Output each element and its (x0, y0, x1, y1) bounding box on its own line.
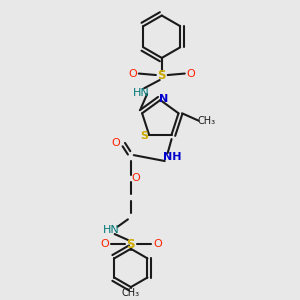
Text: O: O (128, 68, 137, 79)
Text: S: S (158, 68, 166, 82)
Text: S: S (141, 131, 148, 141)
Text: O: O (187, 68, 196, 79)
Text: O: O (131, 173, 140, 183)
Text: CH₃: CH₃ (198, 116, 216, 126)
Text: O: O (112, 138, 121, 148)
Text: HN: HN (103, 225, 120, 235)
Text: O: O (100, 239, 109, 249)
Text: N: N (159, 94, 169, 103)
Text: NH: NH (163, 152, 181, 163)
Text: HN: HN (133, 88, 149, 98)
Text: S: S (127, 238, 135, 251)
Text: CH₃: CH₃ (122, 288, 140, 298)
Text: O: O (153, 239, 162, 249)
